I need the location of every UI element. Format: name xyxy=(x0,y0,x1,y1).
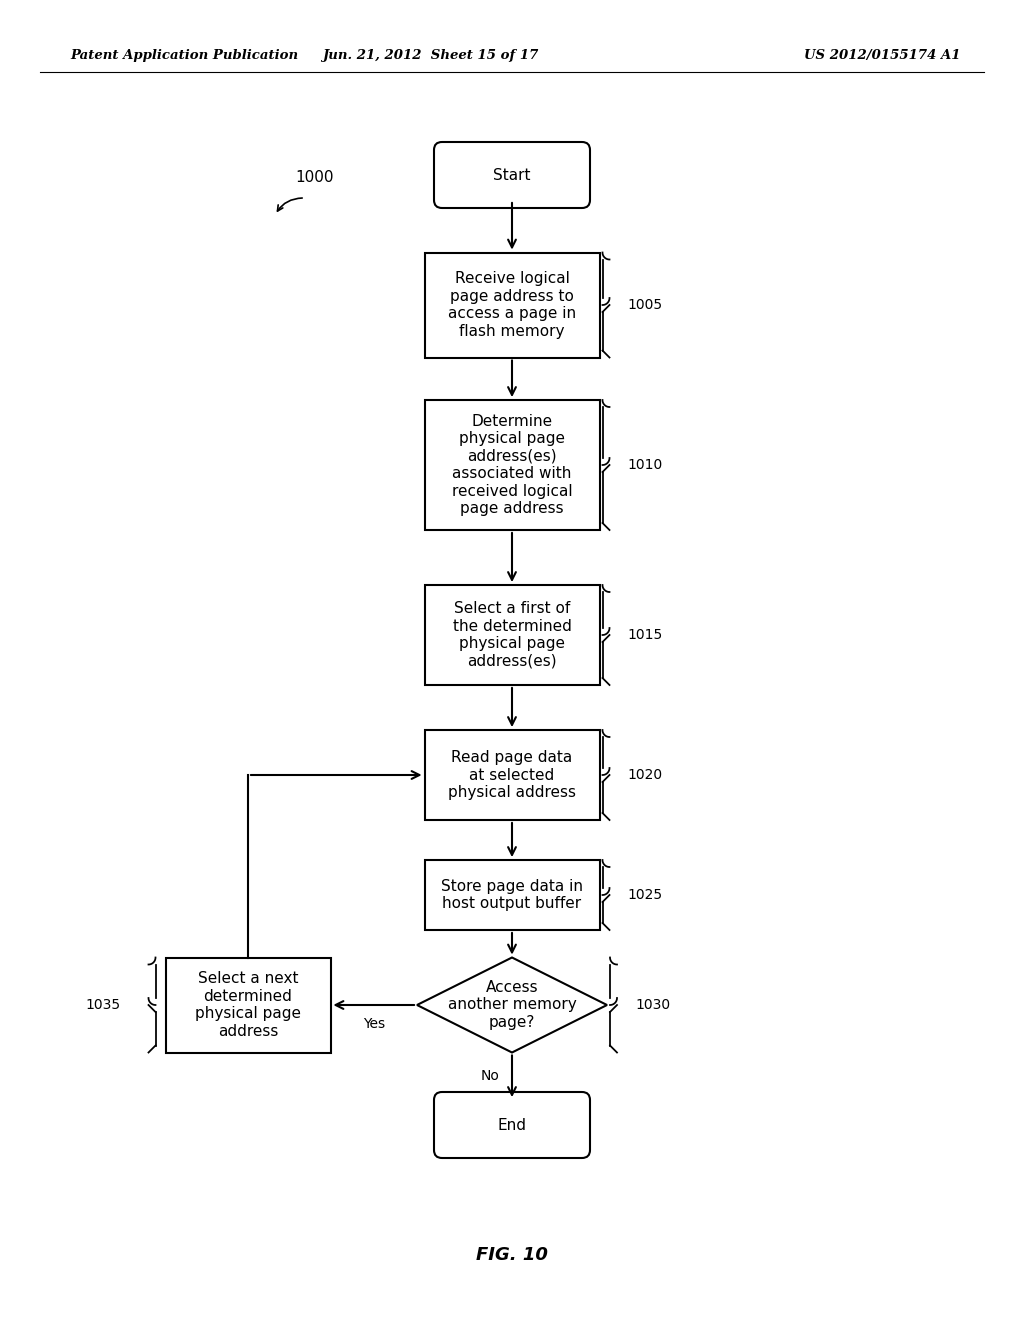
Bar xyxy=(425,400,599,531)
Bar xyxy=(425,861,599,931)
Text: Access
another memory
page?: Access another memory page? xyxy=(447,979,577,1030)
Text: 1005: 1005 xyxy=(628,298,663,312)
Text: Patent Application Publication: Patent Application Publication xyxy=(70,49,298,62)
Bar xyxy=(425,252,599,358)
Bar xyxy=(166,957,331,1052)
Text: Yes: Yes xyxy=(362,1016,385,1031)
Text: Start: Start xyxy=(494,168,530,182)
Text: Read page data
at selected
physical address: Read page data at selected physical addr… xyxy=(449,750,575,800)
Text: US 2012/0155174 A1: US 2012/0155174 A1 xyxy=(804,49,961,62)
Text: 1015: 1015 xyxy=(628,628,663,642)
Text: Store page data in
host output buffer: Store page data in host output buffer xyxy=(441,879,583,911)
Text: Determine
physical page
address(es)
associated with
received logical
page addres: Determine physical page address(es) asso… xyxy=(452,414,572,516)
Text: FIG. 10: FIG. 10 xyxy=(476,1246,548,1265)
Text: Select a next
determined
physical page
address: Select a next determined physical page a… xyxy=(195,972,301,1039)
Text: 1000: 1000 xyxy=(295,170,334,185)
Polygon shape xyxy=(417,957,607,1052)
Text: Select a first of
the determined
physical page
address(es): Select a first of the determined physica… xyxy=(453,602,571,669)
Text: Jun. 21, 2012  Sheet 15 of 17: Jun. 21, 2012 Sheet 15 of 17 xyxy=(322,49,539,62)
Text: 1020: 1020 xyxy=(628,768,663,781)
Text: 1010: 1010 xyxy=(628,458,663,473)
FancyBboxPatch shape xyxy=(434,1092,590,1158)
FancyBboxPatch shape xyxy=(434,143,590,209)
Text: 1030: 1030 xyxy=(635,998,670,1012)
Text: 1025: 1025 xyxy=(628,888,663,902)
Text: End: End xyxy=(498,1118,526,1133)
Bar xyxy=(425,730,599,820)
Text: Receive logical
page address to
access a page in
flash memory: Receive logical page address to access a… xyxy=(447,272,577,339)
Text: No: No xyxy=(481,1069,500,1084)
Text: 1035: 1035 xyxy=(85,998,121,1012)
Bar xyxy=(425,585,599,685)
